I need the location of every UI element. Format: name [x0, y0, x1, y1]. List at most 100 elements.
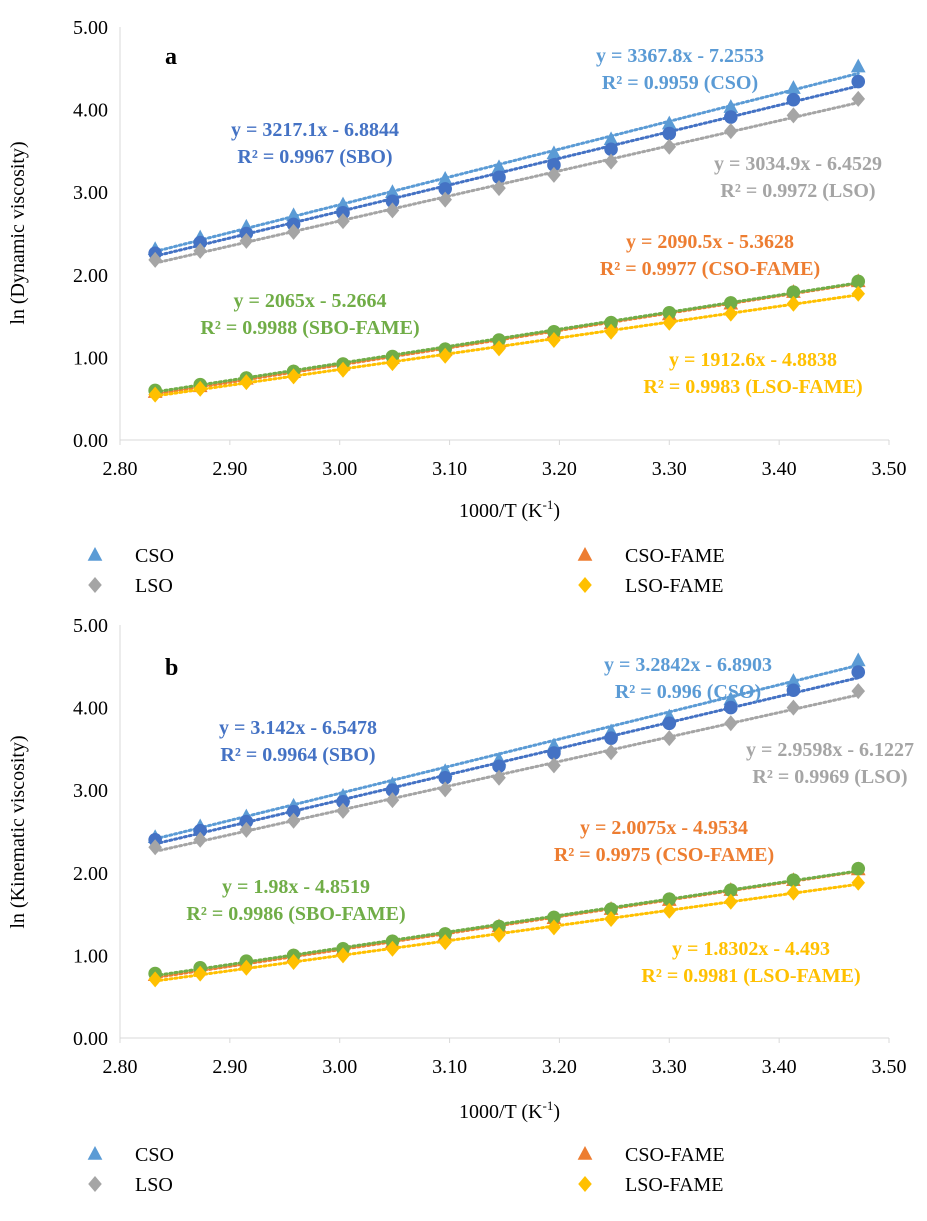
data-point-lso-fame — [604, 323, 618, 340]
data-point-lso-fame — [851, 874, 866, 891]
x-axis-title-end: ) — [553, 1101, 560, 1123]
trendline-sbo-fame — [153, 869, 860, 978]
y-tick-label: 4.00 — [73, 698, 108, 720]
data-point-lso-fame — [336, 947, 350, 964]
data-point-cso — [786, 673, 801, 687]
x-tick-label: 2.80 — [103, 1056, 138, 1078]
data-point-lso — [547, 166, 561, 183]
data-point-sbo — [385, 783, 400, 797]
trendline-cso — [153, 71, 860, 253]
y-tick-label: 5.00 — [73, 615, 108, 637]
series-lso-fame — [148, 285, 866, 403]
x-tick-label: 3.50 — [872, 458, 907, 480]
data-point-sbo — [662, 716, 677, 731]
data-point-sbo-fame — [724, 883, 738, 897]
data-point-sbo — [547, 158, 561, 172]
data-point-sbo — [492, 170, 506, 185]
trendline-lso — [153, 101, 860, 265]
data-point-lso — [336, 213, 350, 230]
data-point-lso — [286, 812, 301, 829]
data-point-sbo — [336, 794, 350, 809]
data-point-lso-fame — [604, 911, 618, 928]
y-axis-title: ln (Dynamic viscosity) — [7, 141, 29, 324]
data-point-lso — [286, 223, 301, 240]
equation-label-lso-fame-trend: y = 1.8302x - 4.493 R² = 0.9981 (LSO-FAME… — [641, 938, 860, 987]
data-point-lso — [385, 202, 400, 219]
equation-text: y = 1.98x - 4.8519 — [222, 876, 370, 898]
data-point-lso — [604, 153, 618, 170]
data-point-cso — [546, 145, 562, 160]
data-point-lso-fame — [724, 305, 738, 322]
data-point-cso — [335, 196, 351, 211]
data-point-sbo-fame — [851, 274, 866, 289]
legend-label: CSO-FAME — [625, 1144, 725, 1166]
data-point-sbo — [547, 746, 561, 760]
r-squared-text: R² = 0.996 (CSO) — [615, 681, 761, 703]
equation-label-lso-trend: y = 2.9598x - 6.1227 R² = 0.9969 (LSO) — [746, 739, 914, 788]
legend-label: CSO — [135, 545, 174, 567]
data-point-lso — [724, 123, 738, 140]
data-point-lso — [492, 180, 506, 197]
data-point-cso — [786, 80, 801, 94]
equation-text: y = 3.142x - 6.5478 — [219, 717, 377, 739]
data-point-lso — [148, 251, 162, 268]
y-tick-label: 1.00 — [73, 347, 108, 369]
data-point-sbo — [286, 804, 301, 819]
data-point-lso — [786, 107, 801, 124]
data-point-lso-fame — [438, 934, 452, 951]
data-point-cso — [385, 184, 400, 198]
equation-text: y = 2.0075x - 4.9534 — [580, 817, 748, 839]
equation-label-cso-fame-trend: y = 2.0075x - 4.9534 R² = 0.9975 (CSO-FAM… — [554, 817, 774, 866]
data-point-lso — [385, 792, 400, 809]
data-point-sbo-fame — [724, 296, 738, 310]
x-tick-label: 3.00 — [322, 1056, 357, 1078]
trendline-lso-fame — [153, 882, 860, 983]
equation-text: y = 3367.8x - 7.2553 — [596, 45, 764, 67]
legend-label: LSO — [135, 575, 173, 597]
trendline-cso — [153, 663, 860, 841]
data-point-sbo-fame — [604, 315, 618, 330]
data-point-cso — [437, 170, 453, 185]
legend-marker-cso — [87, 547, 103, 561]
x-axis-title-sup: -1 — [543, 1098, 554, 1113]
data-point-sbo — [786, 92, 801, 107]
data-point-lso-fame — [662, 902, 677, 919]
y-tick-label: 3.00 — [73, 780, 108, 802]
data-point-lso — [148, 839, 162, 856]
data-point-sbo-fame — [492, 919, 506, 934]
x-axis-title: 1000/T (K-1) — [459, 497, 560, 522]
data-point-lso — [851, 683, 866, 700]
data-point-sbo — [604, 731, 618, 745]
data-point-lso-fame — [193, 380, 207, 397]
y-tick-label: 0.00 — [73, 430, 108, 452]
equation-label-sbo-fame-trend: y = 1.98x - 4.8519 R² = 0.9986 (SBO-FAME) — [186, 876, 405, 925]
data-point-sbo — [786, 683, 801, 698]
data-point-lso-fame — [492, 340, 506, 357]
data-point-lso-fame — [438, 347, 452, 364]
equation-text: y = 2065x - 5.2664 — [233, 290, 386, 312]
data-point-cso — [491, 159, 507, 174]
trendline-sbo-fame — [153, 281, 860, 394]
y-axis-title: ln (Kinematic viscosity) — [7, 735, 29, 928]
data-point-sbo-fame — [604, 902, 618, 916]
data-point-lso-fame — [385, 355, 400, 372]
data-point-lso — [662, 730, 677, 747]
r-squared-text: R² = 0.9967 (SBO) — [237, 146, 392, 168]
r-squared-text: R² = 0.9975 (CSO-FAME) — [554, 844, 774, 866]
legend-label: CSO-FAME — [625, 545, 725, 567]
legend-marker-cso-fame — [577, 1146, 593, 1160]
x-axis-title-main: 1000/T (K — [459, 1101, 543, 1123]
data-point-lso-fame — [851, 285, 866, 302]
series-sbo — [148, 74, 866, 261]
panel-label: b — [165, 655, 178, 681]
data-point-lso-fame — [148, 971, 162, 988]
data-point-lso-fame — [336, 361, 350, 378]
x-tick-label: 3.40 — [762, 1056, 797, 1078]
data-point-lso-fame — [492, 926, 506, 943]
data-point-cso — [723, 99, 739, 113]
trendline-sbo — [153, 84, 860, 258]
series-sbo — [148, 665, 866, 847]
data-point-sbo — [385, 194, 400, 209]
equation-label-cso-fame-trend: y = 2090.5x - 5.3628 R² = 0.9977 (CSO-FAM… — [600, 231, 820, 280]
r-squared-text: R² = 0.9964 (SBO) — [220, 744, 375, 766]
